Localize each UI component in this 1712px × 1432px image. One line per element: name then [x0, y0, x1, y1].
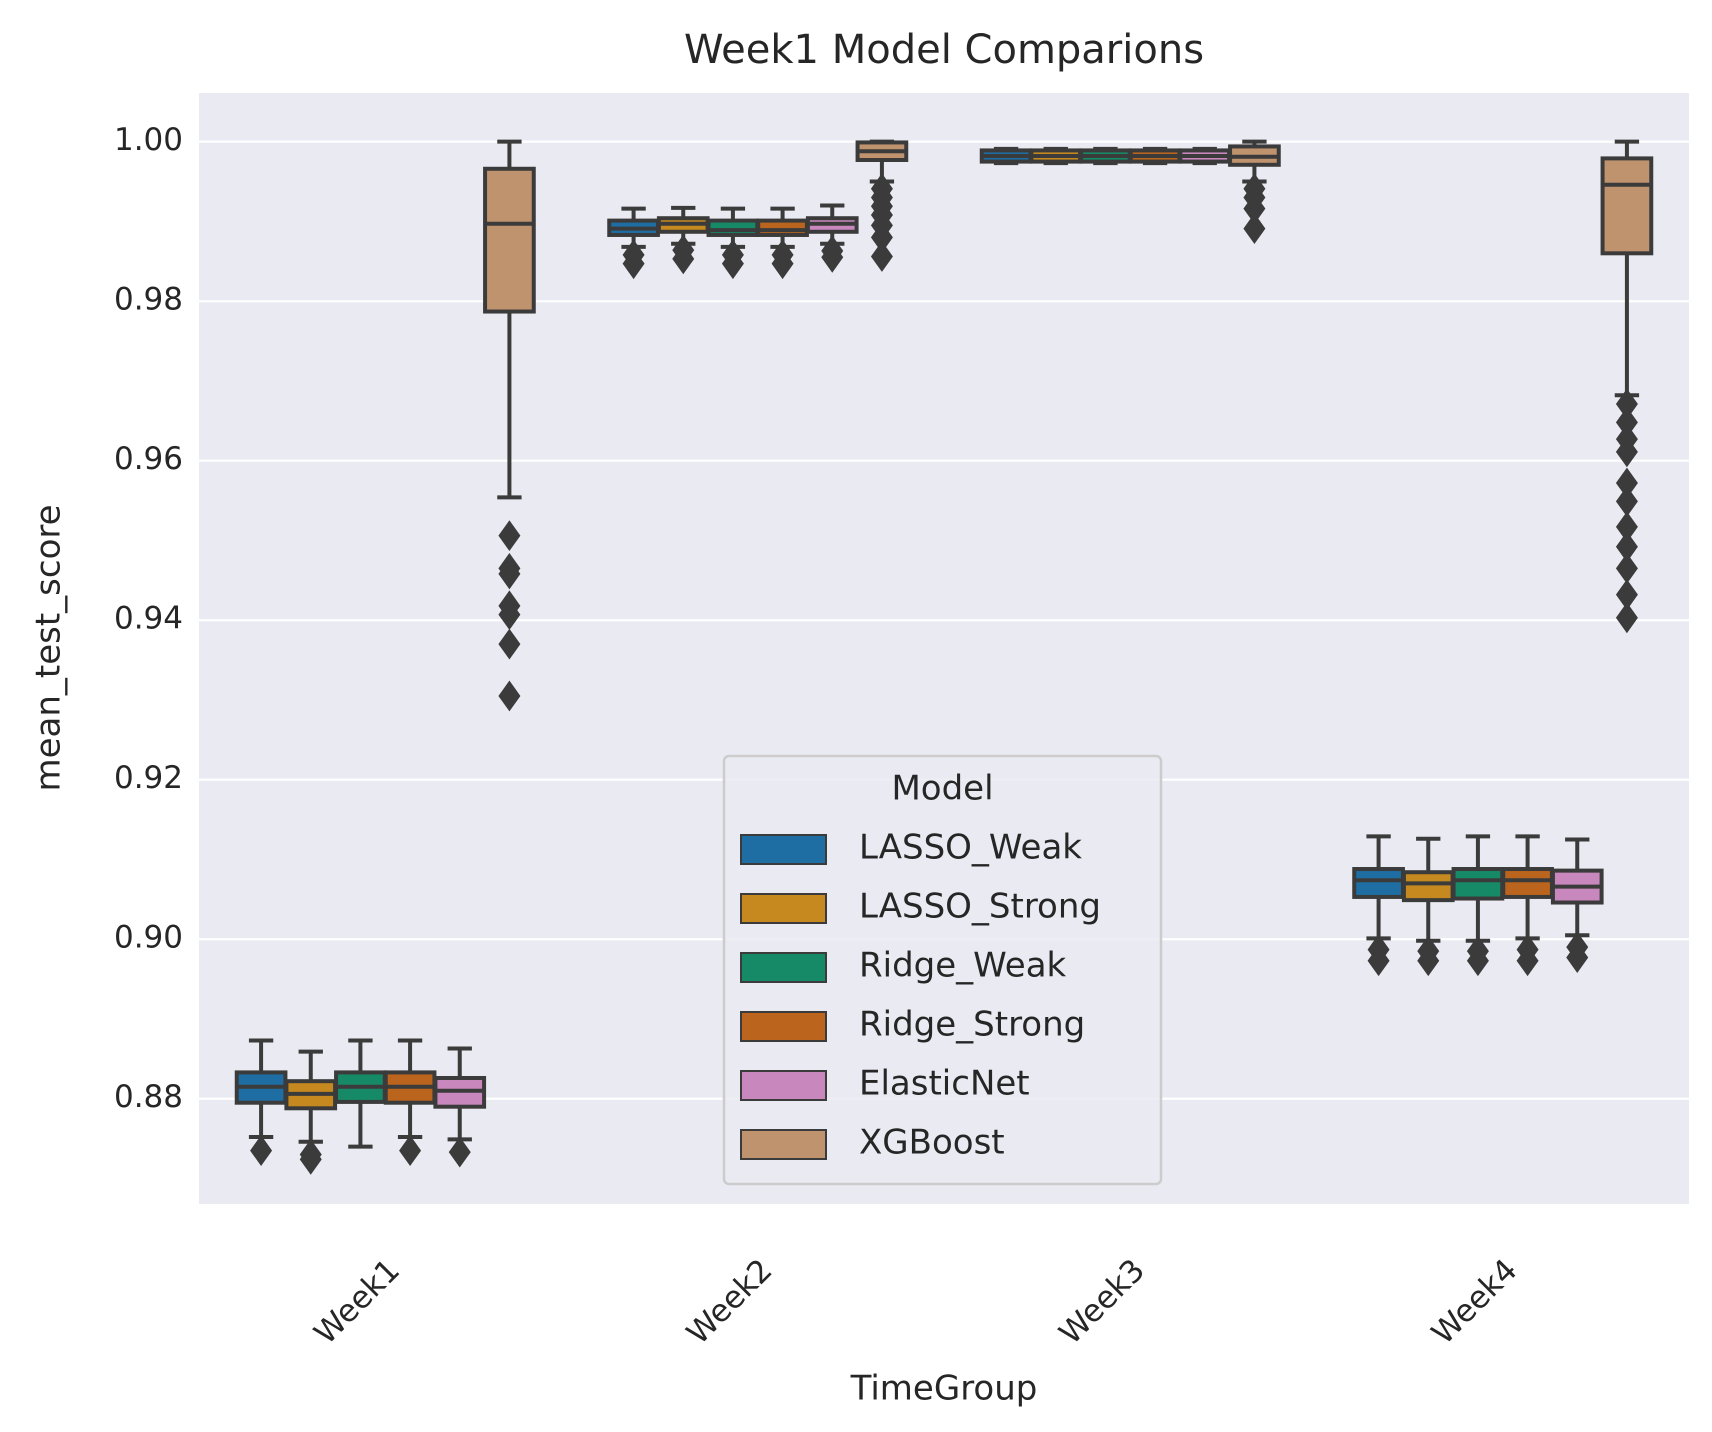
box: [1352, 867, 1405, 899]
flier: [1367, 945, 1390, 977]
legend: Model LASSO_Weak LASSO_Strong Ridge_Weak Rid…: [722, 754, 1163, 1186]
flier: [1466, 945, 1489, 977]
legend-swatch: [740, 893, 827, 924]
x-axis-label: TimeGroup: [850, 1369, 1038, 1409]
legend-swatch: [740, 834, 827, 865]
flier: [821, 241, 844, 273]
box-group: [1550, 837, 1604, 973]
box: [1451, 867, 1505, 901]
flier: [1615, 406, 1638, 438]
flier: [870, 221, 893, 253]
flier: [1615, 436, 1638, 468]
legend-label: LASSO_Strong: [859, 887, 1101, 927]
box-group: [1029, 146, 1083, 166]
legend-label: ElasticNet: [859, 1064, 1030, 1104]
legend-label: LASSO_Weak: [859, 828, 1082, 868]
box-group: [1600, 139, 1654, 634]
box-group: [1128, 146, 1182, 166]
y-tick-label: 0.90: [114, 920, 183, 956]
flier: [1615, 485, 1638, 517]
flier: [1243, 193, 1266, 225]
legend-label: Ridge_Strong: [859, 1005, 1085, 1045]
box: [1600, 156, 1654, 256]
legend-swatch: [740, 952, 827, 983]
y-tick-label: 0.88: [114, 1079, 183, 1115]
flier: [1615, 388, 1638, 420]
flier: [672, 243, 695, 275]
box: [483, 166, 536, 314]
flier: [299, 1143, 322, 1175]
flier: [1243, 213, 1266, 244]
flier: [1417, 945, 1440, 977]
y-axis-label: mean_test_score: [29, 504, 69, 791]
y-tick-label: 0.98: [114, 282, 183, 318]
legend-swatch: [740, 1011, 827, 1042]
box-group: [607, 206, 660, 280]
box: [706, 218, 760, 237]
box-group: [1228, 139, 1281, 244]
y-tick-label: 0.96: [114, 441, 183, 477]
y-tick-label: 0.92: [114, 760, 183, 796]
x-tick-label: Week3: [1052, 1252, 1151, 1351]
legend-swatch: [740, 1129, 827, 1160]
box-group: [706, 206, 760, 280]
legend-swatch: [740, 1070, 827, 1101]
flier: [1615, 511, 1638, 543]
flier: [1566, 942, 1589, 973]
legend-title: Model: [891, 769, 993, 809]
flier: [448, 1136, 471, 1168]
x-tick-label: Week1: [307, 1252, 406, 1351]
y-tick-label: 1.00: [114, 122, 183, 158]
box-group: [979, 146, 1033, 166]
flier: [498, 599, 521, 631]
box-group: [1079, 146, 1132, 166]
flier: [498, 558, 521, 590]
box-group: [433, 1046, 487, 1168]
box: [1401, 870, 1455, 903]
box-group: [855, 139, 909, 272]
flier: [870, 241, 893, 272]
box: [1501, 867, 1554, 899]
flier: [1516, 945, 1539, 977]
flier: [721, 248, 744, 280]
flier: [1615, 552, 1638, 584]
flier: [1615, 602, 1638, 634]
box-group: [1501, 834, 1554, 977]
box: [756, 218, 809, 237]
legend-label: Ridge_Weak: [859, 946, 1067, 986]
chart-title: Week1 Model Comparions: [684, 27, 1204, 73]
flier: [622, 248, 645, 280]
box-group: [483, 139, 536, 712]
legend-label: XGBoost: [859, 1123, 1005, 1163]
box-group: [383, 1038, 437, 1166]
y-tick-label: 0.94: [114, 601, 183, 637]
flier: [498, 628, 521, 660]
flier: [771, 248, 794, 280]
box-group: [334, 1038, 387, 1149]
flier: [1615, 531, 1638, 563]
x-tick-label: Week4: [1425, 1252, 1524, 1351]
box-group: [284, 1049, 338, 1175]
flier: [498, 520, 521, 552]
flier: [498, 680, 521, 712]
flier: [250, 1135, 273, 1166]
legend-frame: [722, 754, 1163, 1186]
x-tick-label: Week2: [680, 1252, 779, 1351]
box-group: [805, 203, 859, 273]
box-group: [1178, 146, 1232, 166]
box-group: [656, 205, 710, 275]
flier: [1615, 467, 1638, 499]
flier: [399, 1135, 422, 1166]
flier: [1615, 579, 1638, 611]
boxes: [234, 139, 1654, 1175]
